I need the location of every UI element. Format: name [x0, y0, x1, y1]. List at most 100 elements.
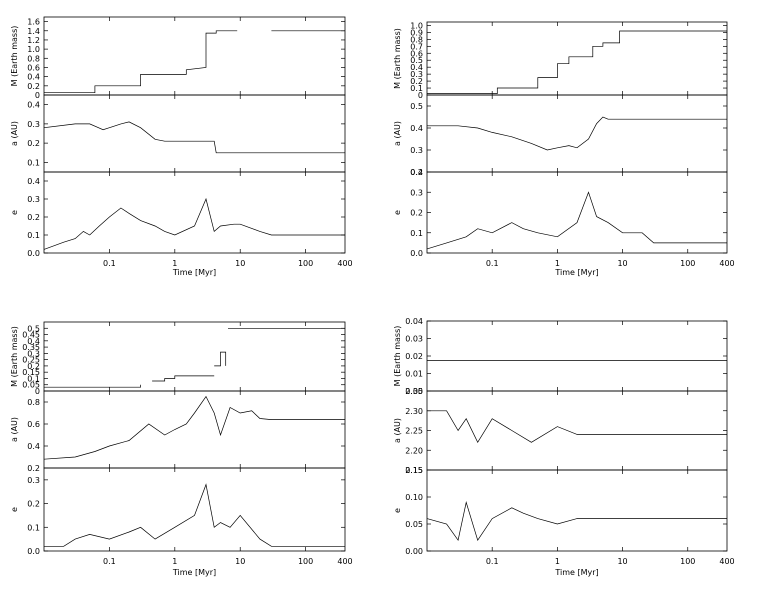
y-tick-label: 2.35: [405, 387, 423, 396]
panel-frame: [43, 467, 346, 552]
x-tick-label: 10: [617, 259, 627, 268]
y-tick-label: 0.2: [410, 168, 423, 177]
panel-frame: [426, 171, 728, 254]
y-tick-label: 0.7: [410, 42, 423, 51]
series-line: [43, 121, 345, 154]
y-tick-label: 0.10: [405, 493, 423, 502]
y-tick-label: 0.15: [22, 368, 40, 377]
y-tick-label: 0.3: [410, 146, 423, 155]
y-tick-label: 0.2: [27, 464, 40, 473]
y-tick-label: 0.3: [410, 188, 423, 197]
x-tick-label: 100: [298, 259, 313, 268]
y-tick-label: 0.3: [410, 70, 423, 79]
panel-frame: [43, 390, 346, 469]
series-line: [44, 384, 141, 388]
chart-4: 0.000.010.020.030.04M (Earth mass)2.152.…: [393, 317, 735, 577]
x-tick-label: 100: [680, 557, 695, 566]
y-tick-label: 0.2: [27, 362, 40, 371]
y-tick-label: 0.25: [22, 356, 40, 365]
x-tick-label: 10: [235, 557, 245, 566]
y-tick-label: 2.15: [405, 466, 423, 475]
chart-2-panel-2: 0.2 0.3 0.4 0.5 a (AU): [393, 94, 728, 177]
y-tick-label: 0.6: [410, 49, 423, 58]
y-tick-label: 0.45: [22, 331, 40, 340]
y-tick-label: 0.5: [410, 102, 423, 111]
series-line: [426, 191, 727, 250]
chart-2-panel-1: 00.10.20.30.40.50.60.70.80.91.0 M (Earth …: [393, 21, 728, 100]
panel-frame: [43, 321, 346, 392]
y-tick-label: 0.1: [27, 374, 40, 383]
x-tick-label: 1: [172, 259, 177, 268]
x-tick-label: 1: [555, 557, 560, 566]
y-axis-label: M (Earth mass): [393, 326, 402, 387]
x-tick-label: 1: [555, 259, 560, 268]
series-line: [43, 395, 345, 460]
x-axis-label: Time [Myr]: [554, 568, 598, 577]
y-tick-label: 1.4: [27, 27, 40, 36]
y-tick-label: 0.0: [27, 249, 40, 258]
y-tick-label: 0: [35, 387, 40, 396]
y-tick-label: 0.6: [27, 420, 40, 429]
series-line: [43, 197, 345, 250]
chart-1-panel-2: 0.1 0.2 0.3 0.4 a (AU): [10, 94, 346, 173]
y-tick-label: 1.0: [410, 21, 423, 30]
y-tick-label: 0.0: [410, 249, 423, 258]
y-tick-label: 0.00: [405, 547, 423, 556]
chart-2-panel-3: 0.0 0.1 0.2 0.3 0.4 e: [393, 168, 728, 258]
y-tick-label: 0.2: [27, 139, 40, 148]
y-axis-label: a (AU): [393, 418, 402, 443]
x-axis-label: Time [Myr]: [172, 268, 216, 277]
y-tick-label: 0.2: [27, 500, 40, 509]
y-tick-label: 0.00: [405, 387, 423, 396]
chart-4-panel-3: 0.00 0.05 0.10 0.15 e: [393, 466, 728, 556]
y-tick-label: 2.25: [405, 427, 423, 436]
chart-3: 00.050.10.150.20.250.30.350.40.450.5M (E…: [10, 321, 353, 577]
y-tick-label: 0.1: [410, 229, 423, 238]
chart-1-panel-1: 00.20.40.60.81.01.21.41.6 M (Earth mass): [10, 16, 346, 100]
series-line: [427, 410, 727, 444]
y-axis-label: M (Earth mass): [393, 28, 402, 89]
y-tick-label: 0.8: [410, 35, 423, 44]
series-line: [214, 351, 227, 367]
y-tick-label: 0.1: [27, 158, 40, 167]
y-tick-label: 0.2: [410, 77, 423, 86]
series-line: [44, 483, 345, 547]
x-tick-label: 400: [337, 557, 352, 566]
x-tick-label: 10: [617, 557, 627, 566]
y-tick-label: 2.30: [405, 407, 423, 416]
series-line: [152, 375, 215, 382]
y-tick-label: 0.01: [405, 370, 423, 379]
x-tick-label: 400: [719, 259, 734, 268]
x-tick-label: 1: [172, 557, 177, 566]
y-tick-label: 0.4: [410, 124, 423, 133]
panel-frame: [426, 94, 728, 173]
panel-frame: [43, 94, 346, 173]
y-axis-label: a (AU): [393, 121, 402, 146]
series-line: [426, 501, 727, 542]
chart-3-panel-3: 0.0 0.1 0.2 0.3 e: [10, 467, 346, 556]
chart-4-panel-1: 0.00 0.01 0.02 0.03 0.04M (Earth mass): [393, 317, 728, 396]
y-tick-label: 1.2: [27, 36, 40, 45]
chart-3-panel-2: 0.2 0.4 0.6 0.8 a (AU): [10, 390, 346, 473]
chart-1-panel-3: 0.0 0.1 0.2 0.3 0.4 e: [10, 171, 346, 258]
x-axis-label: Time [Myr]: [554, 268, 598, 277]
y-tick-label: 0.1: [27, 231, 40, 240]
x-tick-label: 100: [680, 259, 695, 268]
y-tick-label: 0.05: [405, 520, 423, 529]
y-tick-label: 0.3: [27, 476, 40, 485]
panel-frame: [426, 320, 728, 392]
y-tick-label: 1.6: [27, 18, 40, 27]
y-tick-label: 0.1: [27, 523, 40, 532]
y-tick-label: 0.4: [410, 168, 423, 177]
y-tick-label: 0.5: [410, 56, 423, 65]
y-tick-label: 1.0: [27, 45, 40, 54]
y-axis-label: e: [10, 507, 19, 512]
panel-frame: [426, 21, 728, 96]
y-tick-label: 0.5: [27, 324, 40, 333]
chart-4-panel-2: 2.15 2.20 2.25 2.30 2.35 a (AU): [393, 387, 728, 475]
y-tick-label: 0.15: [405, 466, 423, 475]
x-tick-label: 0.1: [486, 557, 499, 566]
x-tick-label: 10: [235, 259, 245, 268]
y-axis-label: a (AU): [10, 417, 19, 442]
